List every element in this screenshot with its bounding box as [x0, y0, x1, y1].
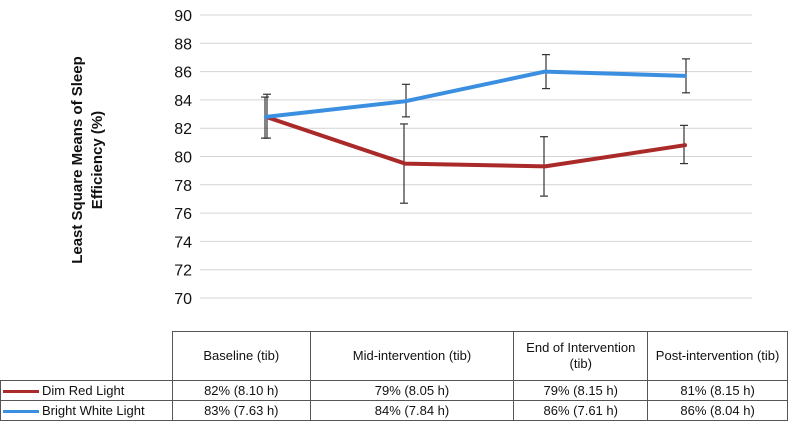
y-tick-label: 72	[174, 263, 192, 280]
table-cell: 79% (8.05 h)	[309, 380, 515, 401]
gridlines	[200, 14, 752, 299]
y-tick-label: 74	[174, 234, 192, 251]
table-cell: 82% (8.10 h)	[171, 380, 311, 401]
legend-entry-dim-red: Dim Red Light	[0, 380, 173, 401]
table-header-baseline: Baseline (tib)	[171, 331, 311, 381]
legend-entry-bright-white: Bright White Light	[0, 400, 173, 421]
y-tick-label: 76	[174, 206, 192, 223]
y-tick-label: 70	[174, 291, 192, 308]
y-tick-label: 78	[174, 178, 192, 195]
table-cell: 79% (8.15 h)	[513, 380, 649, 401]
legend-label: Bright White Light	[42, 403, 145, 418]
series-lines	[264, 69, 687, 169]
error-bars	[261, 54, 690, 204]
y-tick-label: 90	[174, 8, 192, 25]
table-cell: 84% (7.84 h)	[309, 400, 515, 421]
y-tick-labels: 70 72 74 76 78 80 82 84 86 88 90	[174, 8, 192, 308]
series-line-bright-white	[264, 69, 687, 119]
table-cell: 83% (7.63 h)	[171, 400, 311, 421]
legend-label: Dim Red Light	[42, 383, 125, 398]
y-tick-label: 80	[174, 150, 192, 167]
y-tick-label: 84	[174, 93, 192, 110]
table-corner	[0, 331, 173, 381]
data-table: Baseline (tib) Mid-intervention (tib) En…	[0, 331, 788, 421]
table-row: Bright White Light 83% (7.63 h) 84% (7.8…	[0, 400, 788, 421]
table-header-post: Post-intervention (tib)	[647, 331, 788, 381]
legend-swatch-red	[3, 390, 39, 394]
series-line-dim-red	[264, 114, 687, 169]
table-cell: 86% (8.04 h)	[647, 400, 788, 421]
y-tick-label: 88	[174, 36, 192, 53]
table-row: Dim Red Light 82% (8.10 h) 79% (8.05 h) …	[0, 380, 788, 401]
table-header-end: End of Intervention (tib)	[513, 331, 649, 381]
y-tick-label: 82	[174, 121, 192, 138]
table-cell: 86% (7.61 h)	[513, 400, 649, 421]
y-axis-label: Least Square Means of Sleep Efficiency (…	[69, 56, 106, 264]
table-cell: 81% (8.15 h)	[647, 380, 788, 401]
legend-swatch-blue	[3, 410, 39, 414]
table-header-mid: Mid-intervention (tib)	[309, 331, 515, 381]
y-tick-label: 86	[174, 65, 192, 82]
